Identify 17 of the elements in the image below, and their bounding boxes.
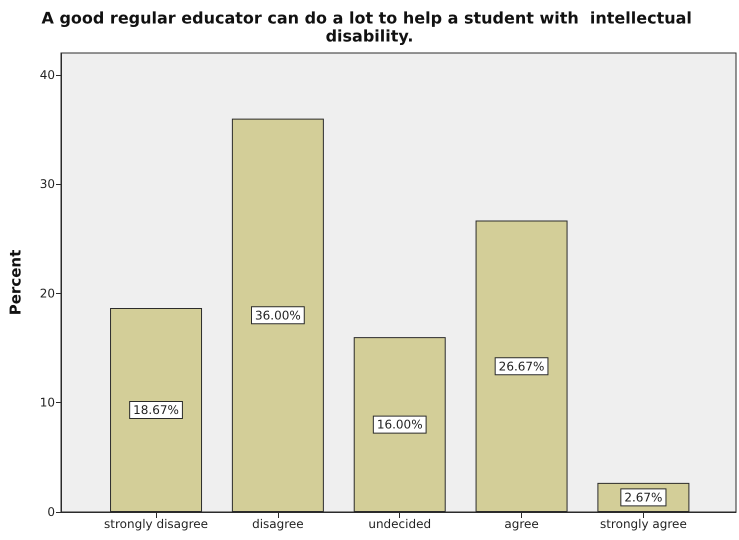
y-axis-title: Percent bbox=[6, 250, 24, 316]
data-label: 18.67% bbox=[133, 402, 179, 417]
x-tick-label: undecided bbox=[368, 517, 432, 531]
y-tick-label: 20 bbox=[40, 286, 55, 300]
x-tick-label: agree bbox=[504, 517, 539, 531]
data-label: 2.67% bbox=[624, 490, 662, 504]
y-tick-label: 30 bbox=[40, 177, 55, 192]
y-tick-label: 10 bbox=[40, 396, 55, 410]
x-tick-label: disagree bbox=[252, 517, 304, 531]
x-tick-label: strongly agree bbox=[600, 517, 687, 531]
x-tick-label: strongly disagree bbox=[104, 517, 208, 531]
y-tick-label: 40 bbox=[40, 68, 55, 82]
data-label: 16.00% bbox=[376, 418, 423, 432]
data-label: 26.67% bbox=[498, 359, 544, 374]
y-tick-label: 0 bbox=[47, 505, 55, 519]
data-label: 36.00% bbox=[254, 308, 301, 322]
chart-title: A good regular educator can do a lot to help a student with intellectual disability. bbox=[42, 8, 698, 46]
